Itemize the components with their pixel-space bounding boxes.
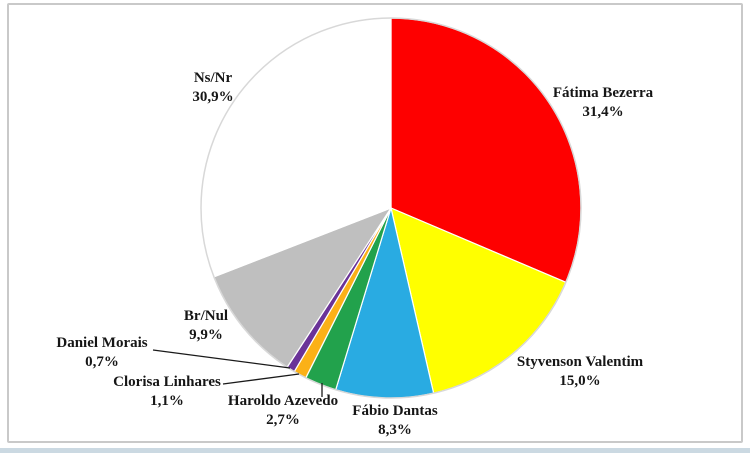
pie-outline	[200, 17, 582, 399]
pie-slices	[200, 17, 582, 399]
slice-name: Br/Nul	[183, 308, 229, 324]
label-haroldo-azevedo: Haroldo Azevedo 2,7%	[228, 392, 338, 430]
label-daniel-morais: Daniel Morais 0,7%	[56, 334, 147, 372]
slice-name: Styvenson Valentim	[516, 354, 644, 370]
slice-percent: 30,9%	[192, 89, 234, 105]
slice-name: Clorisa Linhares	[113, 374, 221, 390]
slice-percent: 9,9%	[189, 327, 223, 343]
label-clorisa-linhares: Clorisa Linhares 1,1%	[113, 373, 221, 411]
label-styvenson-valentim: Styvenson Valentim 15,0%	[517, 353, 643, 391]
slice-name: Daniel Morais	[56, 335, 148, 351]
slice-name: Fátima Bezerra	[552, 85, 654, 101]
slice-percent: 8,3%	[378, 422, 412, 438]
slice-percent: 2,7%	[266, 412, 300, 428]
label-ns-nr: Ns/Nr 30,9%	[192, 69, 233, 107]
slice-name: Haroldo Azevedo	[227, 393, 339, 409]
slice-percent: 0,7%	[85, 354, 119, 370]
slice-percent: 15,0%	[559, 373, 601, 389]
label-fabio-dantas: Fábio Dantas 8,3%	[352, 402, 437, 440]
slice-name: Fábio Dantas	[352, 403, 438, 419]
leader-line-clorisa-linhares	[222, 373, 300, 385]
label-br-nul: Br/Nul 9,9%	[184, 307, 228, 345]
leader-line-daniel-morais	[152, 349, 291, 369]
slice-percent: 1,1%	[150, 393, 184, 409]
slice-name: Ns/Nr	[193, 70, 233, 86]
slice-percent: 31,4%	[582, 104, 624, 120]
label-fatima-bezerra: Fátima Bezerra 31,4%	[553, 84, 653, 122]
bottom-strip	[0, 448, 750, 453]
